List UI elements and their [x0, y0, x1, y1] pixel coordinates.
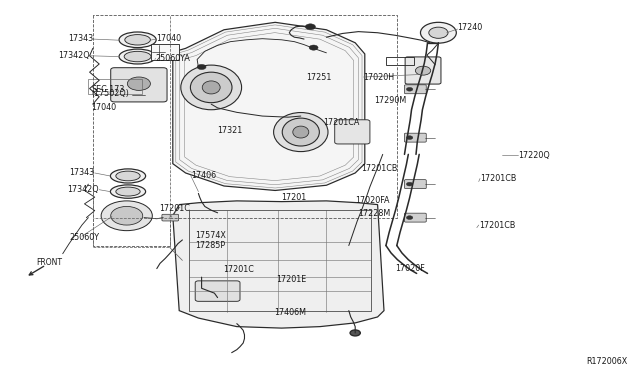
Polygon shape [173, 22, 365, 190]
Ellipse shape [111, 169, 146, 183]
Text: 17290M: 17290M [374, 96, 406, 105]
Text: 17251: 17251 [306, 73, 332, 81]
Circle shape [197, 64, 206, 70]
Ellipse shape [292, 126, 308, 138]
Ellipse shape [191, 72, 232, 103]
Ellipse shape [282, 118, 319, 146]
Text: 17040: 17040 [156, 34, 181, 43]
Circle shape [406, 87, 413, 91]
Text: (17502Q): (17502Q) [92, 89, 129, 98]
FancyBboxPatch shape [404, 85, 426, 94]
Text: 17406M: 17406M [274, 308, 306, 317]
FancyBboxPatch shape [111, 68, 167, 102]
Text: 17201: 17201 [282, 193, 307, 202]
Text: 17201CA: 17201CA [323, 118, 360, 126]
Ellipse shape [125, 35, 150, 45]
Circle shape [429, 27, 448, 38]
Ellipse shape [119, 49, 156, 64]
Circle shape [111, 206, 143, 225]
Text: 25060YA: 25060YA [156, 54, 190, 63]
Polygon shape [173, 201, 384, 328]
Circle shape [406, 136, 413, 140]
Ellipse shape [111, 185, 146, 198]
Circle shape [420, 22, 456, 43]
Text: 17240: 17240 [458, 23, 483, 32]
FancyBboxPatch shape [151, 44, 179, 60]
Circle shape [101, 201, 152, 231]
Text: 17220Q: 17220Q [518, 151, 550, 160]
Text: 17201C: 17201C [159, 204, 189, 213]
Ellipse shape [274, 112, 328, 152]
Text: 17285P: 17285P [195, 241, 225, 250]
Text: 17321: 17321 [217, 126, 242, 135]
Text: 17201E: 17201E [276, 275, 307, 284]
Ellipse shape [124, 51, 151, 62]
Text: 17343: 17343 [70, 169, 95, 177]
Text: 17406: 17406 [191, 171, 216, 180]
FancyBboxPatch shape [335, 120, 370, 144]
Ellipse shape [202, 81, 220, 94]
FancyBboxPatch shape [404, 133, 426, 142]
Text: 17201CB: 17201CB [362, 164, 398, 173]
Circle shape [305, 24, 316, 30]
Circle shape [350, 330, 360, 336]
Text: 17020H: 17020H [364, 73, 395, 81]
Ellipse shape [119, 32, 156, 48]
Circle shape [415, 66, 431, 75]
Text: 25060Y: 25060Y [69, 233, 99, 242]
Text: SEC.173: SEC.173 [92, 85, 125, 94]
Text: 17228M: 17228M [358, 209, 390, 218]
FancyBboxPatch shape [405, 57, 441, 84]
Text: 17040: 17040 [92, 103, 116, 112]
FancyBboxPatch shape [195, 281, 240, 301]
Text: 17201CB: 17201CB [479, 221, 515, 230]
Text: FRONT: FRONT [36, 258, 63, 267]
Circle shape [406, 216, 413, 219]
Text: 17342Q: 17342Q [68, 185, 99, 194]
Ellipse shape [116, 187, 140, 196]
Text: 17201CB: 17201CB [480, 174, 516, 183]
Circle shape [127, 77, 150, 90]
Circle shape [309, 45, 318, 50]
Text: 17201C: 17201C [223, 265, 253, 274]
Ellipse shape [180, 65, 242, 110]
Ellipse shape [116, 171, 140, 181]
Text: R172006X: R172006X [586, 357, 627, 366]
Text: 17020FA: 17020FA [355, 196, 390, 205]
Text: 17020F: 17020F [396, 264, 425, 273]
FancyBboxPatch shape [404, 180, 426, 189]
Circle shape [406, 182, 413, 186]
FancyBboxPatch shape [162, 214, 179, 221]
Text: 17342Q: 17342Q [59, 51, 90, 60]
Text: 17574X: 17574X [195, 231, 226, 240]
FancyBboxPatch shape [404, 213, 426, 222]
Text: 17343: 17343 [68, 34, 93, 43]
